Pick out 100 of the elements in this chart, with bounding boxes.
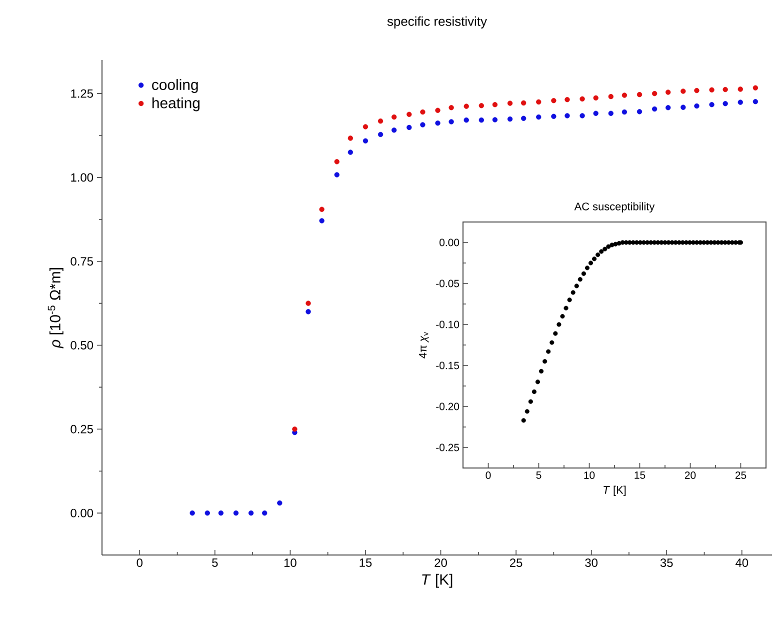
x-axis-title: T [K]	[604, 486, 626, 496]
point	[392, 128, 397, 133]
point	[752, 99, 758, 104]
x-tick-label: 40	[736, 558, 748, 567]
point	[362, 124, 368, 130]
x-tick-label: 25	[510, 558, 522, 567]
point	[348, 150, 354, 155]
point	[492, 102, 498, 108]
point	[262, 510, 268, 516]
point	[406, 112, 412, 117]
point	[492, 117, 498, 122]
y-tick-label: 0.50	[70, 341, 94, 350]
x-axis-title: T [K]	[422, 574, 452, 588]
point	[464, 117, 469, 123]
point	[709, 102, 714, 108]
point	[507, 100, 513, 106]
point	[334, 159, 340, 164]
x-tick-label: 20	[684, 472, 696, 479]
x-tick-label: 0	[136, 558, 143, 567]
point	[248, 510, 254, 516]
point	[507, 116, 513, 122]
y-tick-label: -0.25	[436, 444, 460, 452]
point	[378, 118, 384, 124]
point	[738, 86, 743, 92]
point	[536, 114, 542, 120]
point	[362, 138, 368, 144]
point	[392, 114, 397, 120]
point	[348, 136, 354, 141]
point	[551, 114, 556, 119]
point	[636, 92, 642, 98]
y-tick-label: 1.00	[71, 173, 94, 182]
point	[536, 99, 542, 105]
x-tick-label: 35	[660, 558, 673, 567]
point	[709, 87, 714, 92]
point	[406, 124, 412, 130]
point	[652, 106, 658, 112]
y-tick-label: -0.20	[436, 402, 460, 410]
point	[622, 109, 628, 115]
point	[204, 510, 210, 516]
x-tick-label: 15	[634, 472, 646, 479]
point	[520, 116, 526, 121]
point	[722, 101, 728, 106]
point	[420, 109, 426, 115]
point	[378, 132, 384, 138]
y-tick-label: -0.05	[436, 280, 460, 288]
x-tick-label: 30	[585, 558, 598, 567]
point	[564, 113, 570, 118]
point	[448, 105, 454, 110]
y-tick-label: 0.75	[70, 257, 93, 266]
point	[233, 510, 239, 516]
y-tick-label: -0.10	[436, 320, 460, 328]
x-tick-label: 10	[284, 558, 296, 567]
point	[319, 218, 324, 224]
point	[551, 98, 556, 104]
point	[636, 109, 642, 114]
point	[306, 309, 311, 314]
point	[334, 172, 340, 178]
point	[292, 426, 298, 432]
point	[680, 88, 686, 94]
legend-label: cooling	[152, 79, 198, 93]
point	[319, 206, 324, 212]
y-tick-label: 0.00	[440, 238, 460, 246]
point	[277, 500, 282, 506]
point	[435, 120, 440, 126]
y-axis-title: ρ [10$^{-5}$ Ω*m]	[48, 268, 64, 348]
point	[190, 510, 195, 516]
y-tick-label: 0.25	[70, 424, 93, 434]
point	[520, 100, 526, 106]
point	[580, 113, 585, 118]
point	[666, 90, 671, 95]
point	[478, 103, 484, 108]
point	[564, 97, 570, 102]
x-tick-label: 5	[212, 558, 218, 567]
point	[608, 110, 614, 116]
x-tick-label: 5	[536, 472, 542, 479]
legend-label: heating	[152, 97, 200, 112]
x-tick-label: 10	[584, 472, 595, 479]
point	[738, 100, 743, 105]
point	[666, 105, 671, 110]
point	[694, 103, 700, 109]
point	[218, 510, 224, 516]
y-tick-label: 1.25	[71, 89, 93, 98]
x-tick-label: 15	[360, 558, 372, 567]
point	[722, 86, 728, 92]
point	[680, 104, 686, 110]
point	[652, 90, 658, 96]
point	[752, 85, 758, 90]
point	[622, 92, 628, 98]
point	[608, 94, 614, 100]
point	[593, 95, 598, 101]
point	[478, 117, 484, 123]
y-tick-label: -0.15	[436, 362, 460, 370]
point	[464, 104, 469, 109]
y-axis-title: 4π χ$_{v}$	[419, 332, 429, 358]
point	[306, 300, 311, 306]
y-tick-label: 0.00	[70, 508, 94, 518]
point	[435, 108, 440, 113]
point	[580, 96, 585, 102]
point	[694, 88, 700, 94]
x-tick-label: 20	[434, 558, 447, 567]
